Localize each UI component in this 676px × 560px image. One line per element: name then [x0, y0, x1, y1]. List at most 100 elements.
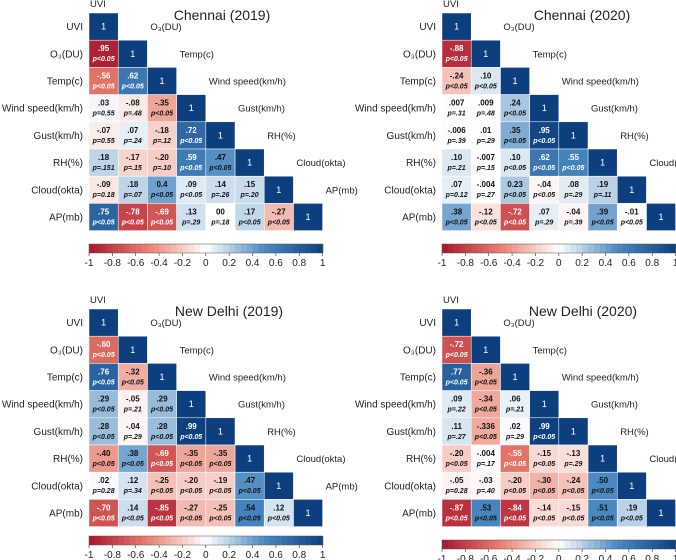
colorbar-segment — [588, 540, 595, 549]
colorbar-segment — [229, 536, 236, 545]
diagonal-cell — [117, 335, 148, 364]
p-value: p=.29 — [534, 219, 553, 226]
p-value: p<0.05 — [532, 434, 555, 441]
correlation-value: -.36 — [479, 367, 493, 376]
diagonal-value: 1 — [305, 212, 310, 222]
diagonal-value: 1 — [276, 185, 281, 195]
p-value: p<0.05 — [503, 111, 526, 118]
p-value: p=.22 — [447, 407, 466, 414]
correlation-cell — [117, 390, 148, 419]
correlation-cell — [441, 471, 472, 500]
correlation-value: .009 — [478, 99, 494, 108]
colorbar-segment — [512, 244, 519, 253]
colorbar-segment — [258, 244, 265, 253]
correlation-cell — [500, 417, 530, 446]
colorbar-segment — [235, 536, 242, 545]
p-value: p<0.05 — [121, 515, 144, 522]
colorbar-segment — [129, 536, 137, 545]
colorbar-tick-label: -0.6 — [127, 258, 145, 269]
correlation-value: .72 — [186, 126, 198, 135]
correlation-value: .07 — [451, 180, 463, 189]
p-value: p=.07 — [123, 192, 143, 199]
correlation-value: .14 — [127, 503, 139, 512]
correlation-value: -.17 — [126, 153, 140, 162]
colorbar-segment — [293, 536, 300, 545]
diagonal-value: 1 — [512, 76, 517, 86]
colorbar-segment — [459, 244, 466, 253]
colorbar-segment — [100, 536, 108, 545]
p-value: p<0.05 — [150, 488, 173, 495]
correlation-cell — [117, 471, 148, 500]
colorbar-tick-label: 0 — [203, 550, 209, 560]
row-label: RH(%) — [53, 454, 83, 465]
colorbar-segment — [176, 244, 184, 253]
colorbar-tick-label: -0.6 — [480, 258, 498, 269]
correlation-value: -.60 — [97, 340, 111, 349]
colorbar-segment — [199, 536, 207, 545]
correlation-cell — [558, 148, 589, 177]
colorbar-segment — [564, 244, 572, 253]
row-label: Temp(c) — [47, 77, 83, 88]
colorbar-segment — [316, 536, 324, 545]
diagonal-value: 1 — [454, 318, 459, 328]
correlation-value: .007 — [449, 99, 465, 108]
colorbar-tick-label: -0.4 — [503, 554, 521, 560]
correlation-cell — [470, 471, 501, 500]
diagonal-value: 1 — [247, 454, 252, 464]
correlation-cell — [558, 499, 589, 527]
column-label: Wind speed(km/h) — [562, 373, 639, 384]
correlation-cell — [234, 175, 265, 204]
colorbar-segment — [599, 244, 607, 253]
row-label: Cloud(okta) — [384, 185, 436, 196]
p-value: p<0.05 — [620, 219, 643, 226]
colorbar-segment — [488, 540, 496, 549]
correlation-cell — [147, 121, 177, 150]
row-label: Wind speed(km/h) — [2, 104, 83, 115]
correlation-cell — [500, 499, 530, 527]
colorbar-tick-label: -1 — [438, 258, 447, 269]
colorbar-segment — [147, 536, 154, 545]
correlation-value: .13 — [186, 207, 198, 216]
correlation-cell — [176, 175, 207, 204]
colorbar-segment — [552, 540, 560, 549]
p-value: p<0.05 — [561, 488, 584, 495]
column-label: Cloud(okta) — [649, 158, 676, 169]
colorbar-segment — [135, 536, 143, 545]
colorbar-segment — [153, 536, 160, 545]
colorbar-segment — [552, 244, 560, 253]
colorbar-segment — [582, 540, 589, 549]
colorbar-segment — [459, 540, 466, 549]
correlation-cell — [441, 444, 472, 473]
diagonal-cell — [441, 12, 472, 41]
p-value: p=.20 — [240, 192, 259, 199]
correlation-value: -.25 — [214, 503, 228, 512]
colorbar-segment — [494, 540, 501, 549]
colorbar-tick-label: 1 — [673, 258, 676, 269]
colorbar-segment — [217, 244, 224, 253]
colorbar-segment — [564, 540, 572, 549]
correlation-cell — [441, 67, 472, 95]
correlation-value: -.336 — [477, 422, 496, 431]
correlation-value: -.27 — [272, 207, 286, 216]
colorbar-segment — [646, 244, 653, 253]
diagonal-cell — [587, 444, 618, 473]
correlation-value: 00 — [216, 207, 225, 216]
colorbar-tick-label: -0.8 — [104, 258, 122, 269]
colorbar-segment — [611, 540, 618, 549]
correlation-cell — [176, 148, 207, 177]
colorbar-segment — [275, 244, 283, 253]
correlation-value: 0.23 — [507, 180, 523, 189]
correlation-value: -.01 — [625, 207, 639, 216]
correlation-value: -.35 — [184, 449, 198, 458]
colorbar-segment — [100, 244, 108, 253]
row-label: Cloud(okta) — [31, 185, 83, 196]
colorbar-segment — [541, 244, 548, 253]
p-value: p<0.05 — [503, 461, 526, 468]
column-label: Gust(km/h) — [591, 104, 638, 115]
correlation-value: .95 — [539, 126, 551, 135]
colorbar-segment — [453, 244, 461, 253]
p-value: p<0.05 — [503, 192, 526, 199]
correlation-value: .53 — [480, 503, 492, 512]
row-label: O₃(DU) — [403, 49, 436, 60]
p-value: p=.48 — [476, 111, 495, 118]
